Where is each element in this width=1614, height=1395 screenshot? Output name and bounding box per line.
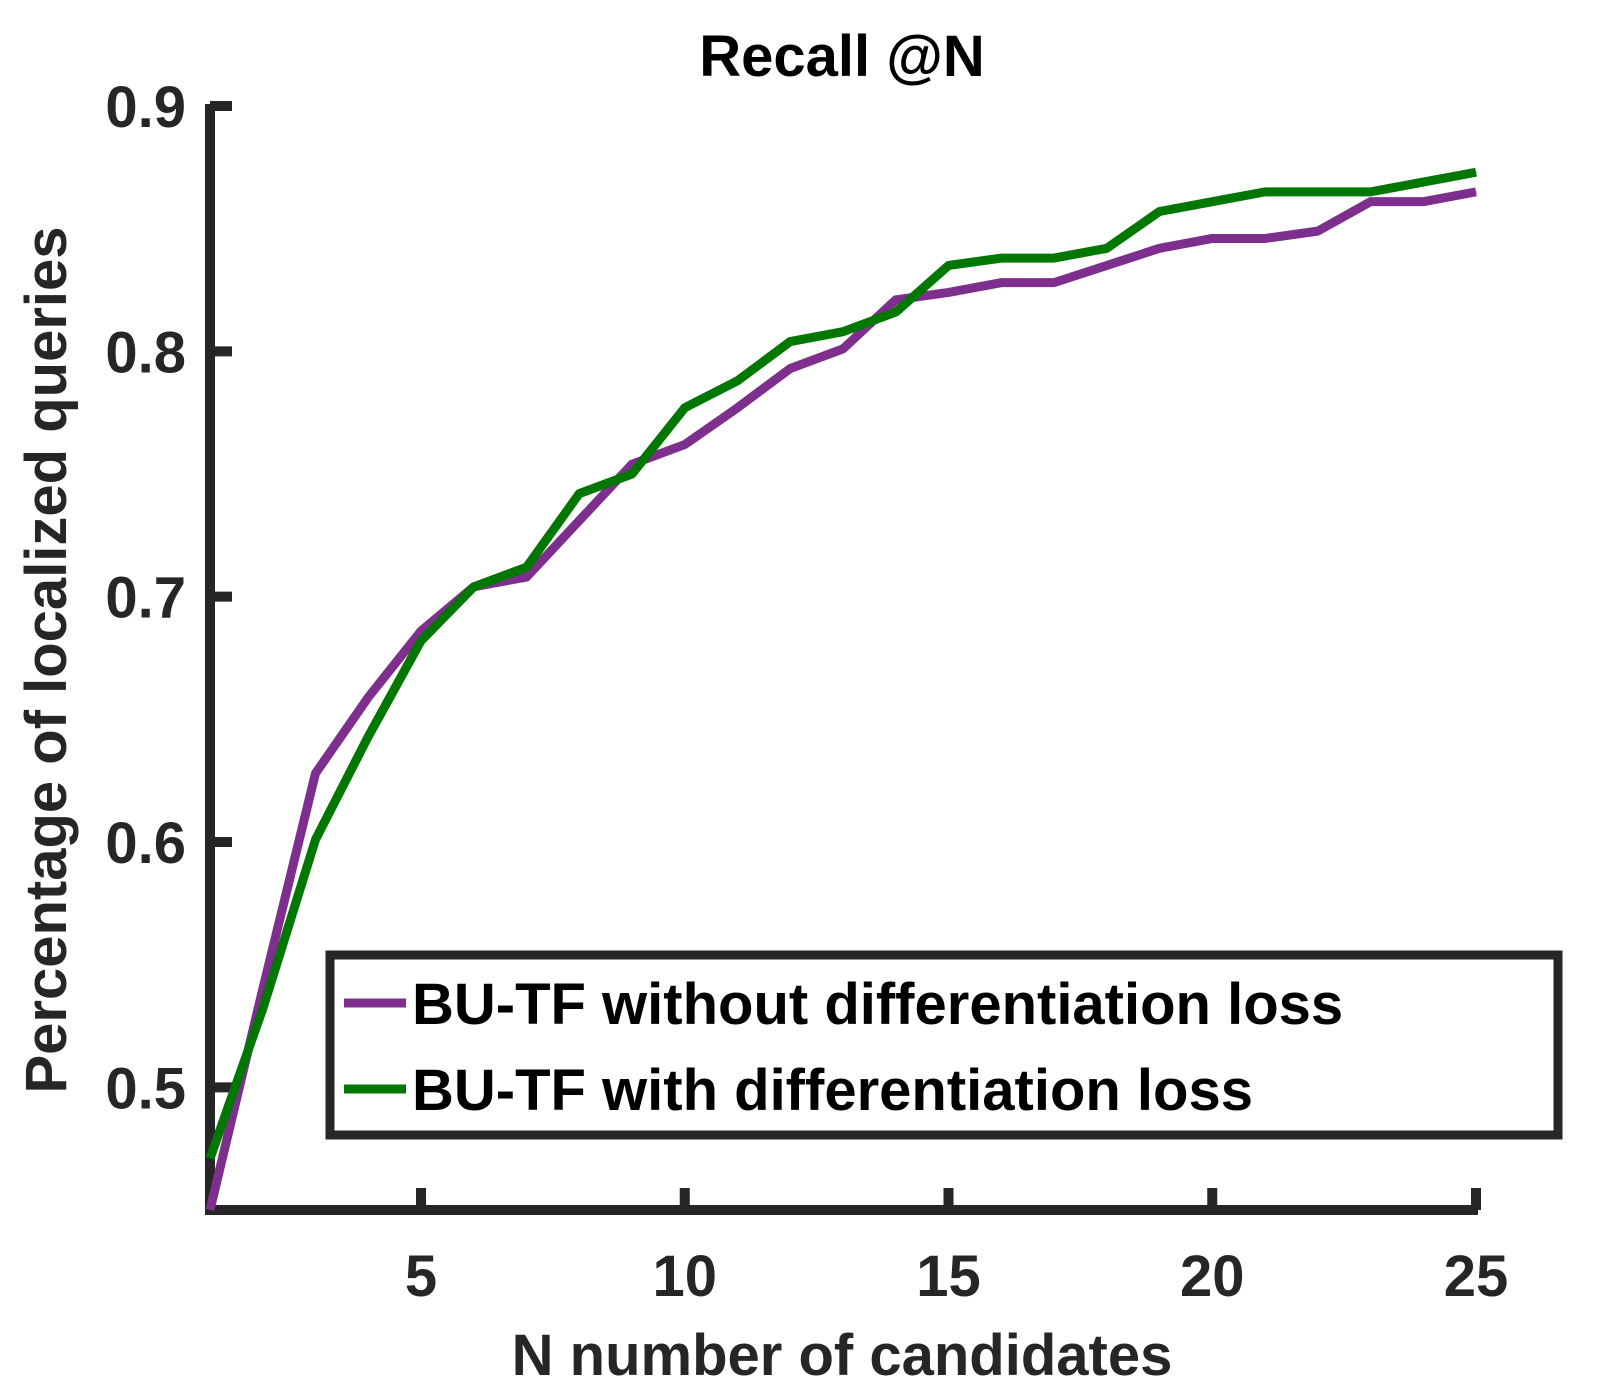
series-1-point — [895, 299, 897, 301]
legend-entries: BU-TF without differentiation loss BU-TF … — [344, 972, 1343, 1123]
series-1-point — [262, 988, 264, 990]
x-tick-label: 15 — [916, 1244, 981, 1309]
series-1-point — [367, 696, 369, 698]
legend-label-1: BU-TF without differentiation loss — [412, 972, 1343, 1037]
series-2-point — [262, 1008, 264, 1010]
series-1-point — [842, 348, 844, 350]
series-2-point — [1000, 257, 1002, 259]
legend: BU-TF without differentiation loss BU-TF … — [325, 950, 1563, 1140]
series-2-point — [420, 640, 422, 642]
series-1-point — [1053, 282, 1055, 284]
series-1-point — [737, 407, 738, 409]
series-1-point — [1422, 201, 1424, 203]
series-1-point — [789, 368, 791, 370]
x-tick-label: 10 — [652, 1244, 717, 1309]
legend-label-2: BU-TF with differentiation loss — [412, 1058, 1253, 1123]
series-1-point — [578, 520, 580, 522]
x-axis-ticks: 5 10 15 20 25 — [405, 1188, 1508, 1309]
series-2-point — [842, 331, 844, 333]
y-tick-label: 0.6 — [105, 811, 186, 876]
legend-box — [325, 950, 1563, 1140]
series-2-point — [1475, 171, 1477, 173]
chart-title: Recall @N — [699, 24, 984, 89]
y-tick-label: 0.8 — [105, 320, 186, 385]
series-1-point — [315, 772, 316, 774]
series-1-point — [1211, 237, 1213, 239]
y-axis-ticks: 0.5 0.6 0.7 0.8 0.9 — [105, 75, 232, 1121]
y-tick-label: 0.7 — [105, 566, 186, 631]
series-1-point — [948, 291, 949, 293]
series-1-point — [1475, 191, 1477, 193]
series-2-point — [684, 407, 686, 409]
series-1-point — [1000, 282, 1002, 284]
series-1-point — [684, 444, 686, 446]
series-1-point — [209, 1209, 211, 1211]
series-lines — [205, 167, 1477, 1212]
series-2-point — [789, 341, 791, 343]
series-2-point — [578, 493, 580, 495]
series-1-point — [1370, 201, 1371, 203]
series-1-point — [526, 576, 527, 578]
y-axis-label: Percentage of localized queries — [14, 226, 79, 1093]
series-1-point — [631, 463, 633, 465]
x-tick-label: 20 — [1180, 1244, 1245, 1309]
series-2-point — [315, 839, 316, 841]
series-1-point — [1317, 230, 1319, 232]
series-2-point — [526, 566, 527, 568]
series-2-point — [209, 1157, 211, 1159]
series-2-point — [1053, 257, 1055, 259]
series-2-point — [1317, 191, 1319, 193]
series-2-point — [895, 311, 897, 313]
y-tick-label: 0.5 — [105, 1056, 186, 1121]
series-2-point — [737, 380, 738, 382]
x-tick-label: 25 — [1444, 1244, 1509, 1309]
x-axis-label: N number of candidates — [512, 1323, 1173, 1388]
series-1-point — [1264, 237, 1266, 239]
x-tick-label: 5 — [405, 1244, 437, 1309]
series-2-point — [1211, 201, 1213, 203]
y-tick-label: 0.9 — [105, 75, 186, 140]
series-2-point — [1370, 191, 1371, 193]
series-2-point — [1422, 181, 1424, 183]
series-2-point — [367, 736, 369, 738]
series-1-point — [1106, 264, 1108, 266]
series-1-point — [420, 630, 422, 632]
series-2-point — [473, 586, 475, 588]
series-1-point — [1159, 247, 1160, 249]
series-2-point — [1106, 247, 1108, 249]
series-2-point — [948, 264, 949, 266]
series-2-point — [1159, 210, 1160, 212]
series-2-point — [631, 473, 633, 475]
series-2-point — [1264, 191, 1266, 193]
